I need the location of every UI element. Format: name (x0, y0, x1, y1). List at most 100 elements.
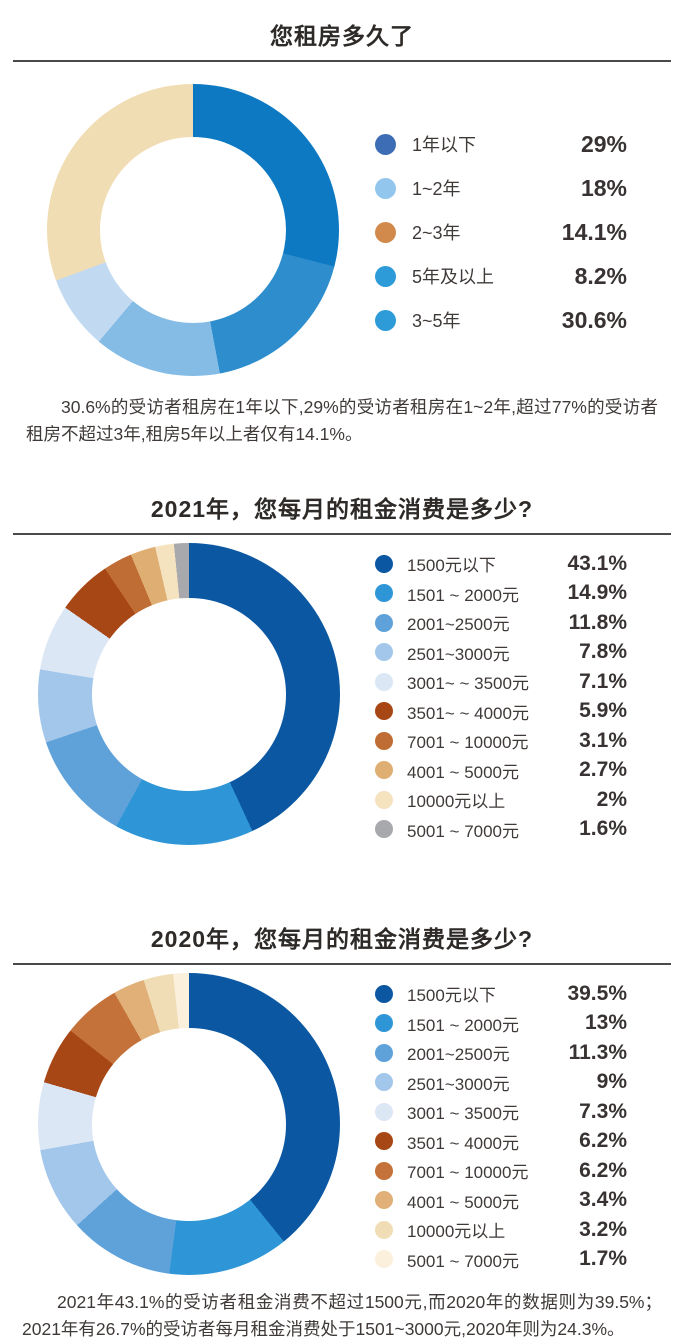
legend-label: 3001 ~ 3500元 (407, 1104, 520, 1124)
section-title-rent-cost-2021: 2021年，您每月的租金消费是多少? (150, 496, 534, 523)
legend-value: 8.2% (574, 262, 627, 289)
legend-label: 5年及以上 (412, 267, 495, 287)
legend-value: 2.7% (579, 758, 627, 782)
legend-swatch-icon (375, 643, 393, 662)
legend-label: 2001~2500元 (407, 615, 510, 635)
legend-item: 10000元以上 3.2% (375, 1215, 627, 1245)
legend-item: 2~3年 14.1% (375, 210, 627, 254)
legend-item: 4001 ~ 5000元 3.4% (375, 1186, 627, 1216)
rent-cost-2021-legend: 1500元以下 43.1% 1501 ~ 2000元 14.9% 2001~2500元 1… (375, 549, 627, 844)
legend-value: 13% (584, 1011, 627, 1035)
rent-duration-donut-chart (47, 84, 339, 376)
legend-item: 5年及以上 8.2% (375, 254, 627, 298)
rent-duration-note: 30.6%的受访者租房在1年以下,29%的受访者租房在1~2年,超过77%的受访… (26, 397, 658, 444)
rent-cost-2020-section: 2020年，您每月的租金消费是多少? 1500元以下 39.5% 1501 ~ 20… (0, 903, 684, 1342)
legend-value: 30.6% (561, 306, 627, 333)
legend-label: 2501~3000元 (407, 644, 510, 664)
legend-label: 1501 ~ 2000元 (407, 585, 520, 605)
legend-swatch-icon (375, 1102, 393, 1121)
legend-value: 39.5% (567, 981, 627, 1005)
legend-label: 1500元以下 (407, 556, 496, 576)
legend-value: 3.1% (579, 728, 627, 752)
legend-swatch-icon (375, 554, 393, 573)
legend-value: 11.8% (568, 610, 627, 634)
rent-duration-legend: 1年以下 29% 1~2年 18% 2~3年 14.1% 5年及以上 8.2% 3~5年 30.6… (375, 122, 627, 342)
legend-label: 2501~3000元 (407, 1074, 510, 1094)
legend-item: 1~2年 18% (375, 166, 627, 210)
legend-value: 1.6% (579, 817, 627, 841)
legend-item: 2501~3000元 7.8% (375, 638, 627, 668)
legend-value: 1.7% (579, 1247, 627, 1271)
divider-line (13, 60, 671, 62)
legend-item: 1501 ~ 2000元 14.9% (375, 579, 627, 609)
rent-duration-chart-row: 1年以下 29% 1~2年 18% 2~3年 14.1% 5年及以上 8.2% 3~5年 30.6… (0, 62, 684, 376)
rent-cost-2020-legend: 1500元以下 39.5% 1501 ~ 2000元 13% 2001~2500元 11.… (375, 979, 627, 1274)
legend-item: 2001~2500元 11.3% (375, 1038, 627, 1068)
legend-value: 7.8% (579, 640, 627, 664)
rent-cost-2020-chart-row: 1500元以下 39.5% 1501 ~ 2000元 13% 2001~2500元 11.… (0, 965, 684, 1276)
legend-value: 29% (580, 130, 627, 157)
legend-item: 2001~2500元 11.8% (375, 608, 627, 638)
legend-label: 1500元以下 (407, 986, 496, 1006)
section-title-rent-duration: 您租房多久了 (270, 23, 414, 49)
legend-label: 4001 ~ 5000元 (407, 762, 520, 782)
legend-value: 2% (596, 787, 627, 811)
section-title-rent-cost-2020: 2020年，您每月的租金消费是多少? (150, 926, 534, 953)
legend-item: 3501~ ~ 4000元 5.9% (375, 697, 627, 727)
legend-value: 3.4% (579, 1188, 627, 1212)
legend-item: 1年以下 29% (375, 122, 627, 166)
divider-line (13, 533, 671, 536)
legend-swatch-icon (375, 309, 396, 331)
legend-swatch-icon (375, 761, 393, 780)
legend-swatch-icon (375, 1073, 393, 1092)
legend-item: 3501 ~ 4000元 6.2% (375, 1127, 627, 1157)
legend-swatch-icon (375, 702, 393, 721)
legend-label: 1年以下 (412, 135, 477, 155)
legend-value: 43.1% (567, 551, 627, 575)
legend-label: 7001 ~ 10000元 (407, 1163, 529, 1183)
legend-swatch-icon (375, 1014, 393, 1033)
legend-value: 18% (580, 174, 627, 201)
legend-item: 3001~ ~ 3500元 7.1% (375, 667, 627, 697)
legend-label: 10000元以上 (407, 792, 506, 812)
legend-label: 1~2年 (412, 179, 461, 199)
legend-label: 2~3年 (412, 223, 461, 243)
legend-item: 1500元以下 39.5% (375, 979, 627, 1009)
legend-swatch-icon (375, 265, 396, 287)
legend-swatch-icon (375, 1250, 393, 1269)
legend-swatch-icon (375, 790, 393, 809)
divider-line (13, 963, 671, 966)
legend-swatch-icon (375, 672, 393, 691)
legend-swatch-icon (375, 1191, 393, 1210)
legend-item: 5001 ~ 7000元 1.6% (375, 815, 627, 845)
legend-value: 6.2% (579, 1129, 627, 1153)
legend-item: 1501 ~ 2000元 13% (375, 1009, 627, 1039)
legend-swatch-icon (375, 1220, 393, 1239)
legend-item: 3~5年 30.6% (375, 298, 627, 342)
legend-label: 3501 ~ 4000元 (407, 1133, 520, 1153)
legend-label: 3001~ ~ 3500元 (407, 674, 529, 694)
legend-label: 10000元以上 (407, 1222, 506, 1242)
legend-label: 5001 ~ 7000元 (407, 1251, 520, 1271)
rent-duration-section: 您租房多久了 1年以下 29% 1~2年 18% 2~3年 14.1% 5年及以上 8.2% 3… (0, 0, 684, 447)
legend-label: 4001 ~ 5000元 (407, 1192, 520, 1212)
legend-label: 2001~2500元 (407, 1045, 510, 1065)
legend-value: 14.9% (567, 581, 627, 605)
legend-item: 10000元以上 2% (375, 785, 627, 815)
legend-swatch-icon (375, 613, 393, 632)
legend-swatch-icon (375, 984, 393, 1003)
legend-value: 3.2% (579, 1217, 627, 1241)
legend-value: 7.3% (579, 1099, 627, 1123)
legend-label: 3501~ ~ 4000元 (407, 703, 529, 723)
legend-item: 3001 ~ 3500元 7.3% (375, 1097, 627, 1127)
legend-value: 14.1% (561, 218, 627, 245)
legend-label: 5001 ~ 7000元 (407, 821, 520, 841)
legend-item: 7001 ~ 10000元 6.2% (375, 1156, 627, 1186)
legend-swatch-icon (375, 221, 396, 243)
legend-value: 11.3% (568, 1040, 627, 1064)
legend-item: 5001 ~ 7000元 1.7% (375, 1245, 627, 1275)
legend-label: 1501 ~ 2000元 (407, 1015, 520, 1035)
legend-swatch-icon (375, 1132, 393, 1151)
legend-item: 7001 ~ 10000元 3.1% (375, 726, 627, 756)
